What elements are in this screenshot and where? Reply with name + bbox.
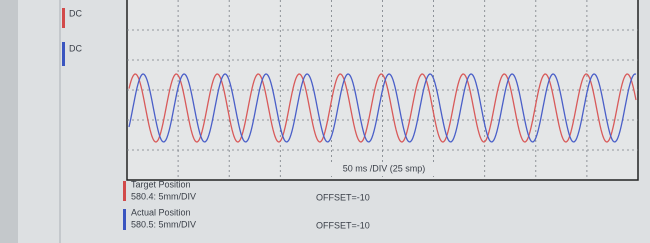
channel-label: DC — [69, 8, 82, 18]
trace-scale: 580.5: 5mm/DIV — [131, 219, 196, 229]
timebase-label: 50 ms /DIV (25 smp) — [343, 163, 426, 173]
channel-marker — [62, 8, 65, 28]
trace-marker — [123, 209, 126, 230]
trace-scale: 580.4: 5mm/DIV — [131, 191, 196, 201]
scope-area — [127, 0, 638, 180]
trace-offset: OFFSET=-10 — [316, 192, 370, 202]
trace-name: Actual Position — [131, 207, 191, 217]
channel-label: DC — [69, 43, 82, 53]
page: DC DC 50 ms /DIV (25 smp) Target Positio… — [0, 0, 650, 243]
trace-name: Target Position — [131, 179, 191, 189]
screen: DC DC 50 ms /DIV (25 smp) Target Positio… — [0, 0, 650, 243]
trace-offset: OFFSET=-10 — [316, 220, 370, 230]
trace-marker — [123, 181, 126, 201]
channel-marker — [62, 42, 65, 66]
